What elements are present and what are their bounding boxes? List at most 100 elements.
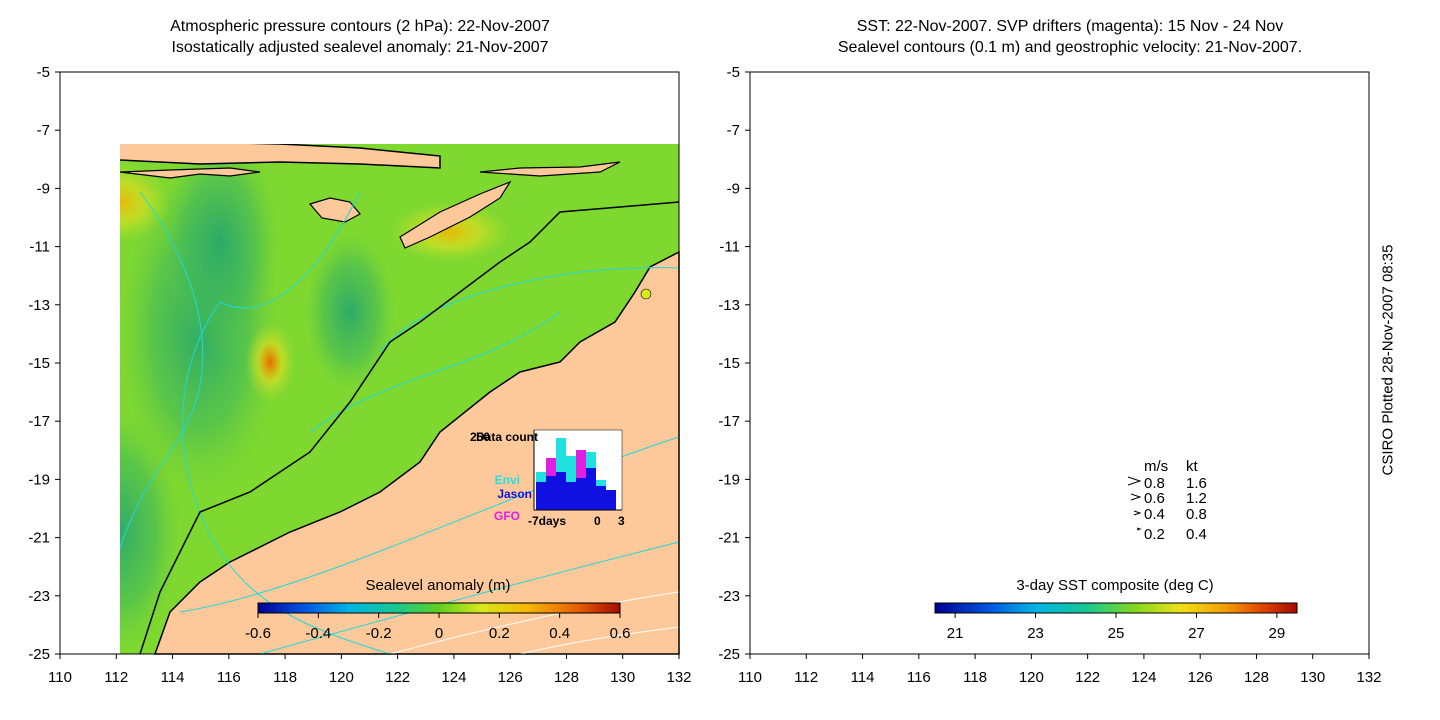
pressure-contour [519, 626, 680, 655]
velocity-arrow [1064, 450, 1068, 454]
velocity-arrow [893, 301, 896, 309]
velocity-arrow [1047, 451, 1050, 454]
velocity-arrow [962, 279, 964, 284]
velocity-arrow [979, 317, 982, 319]
velocity-arrow [973, 229, 979, 233]
velocity-arrow [758, 335, 760, 338]
velocity-arrow [960, 498, 963, 505]
velocity-arrow [877, 590, 879, 592]
velocity-arrow [1062, 279, 1064, 284]
velocity-arrow [1229, 335, 1234, 337]
velocity-arrow [806, 419, 809, 421]
flores-wetar-islands [1170, 162, 1310, 176]
velocity-arrow [910, 335, 912, 339]
velocity-arrow [1115, 403, 1117, 409]
velocity-arrow [809, 488, 812, 494]
shelf-break-contour [139, 201, 680, 655]
velocity-arrow [871, 335, 877, 338]
velocity-arrow [1268, 216, 1274, 218]
velocity-arrow [877, 539, 883, 541]
velocity-arrow [757, 420, 759, 427]
sla-high-anomaly [55, 572, 105, 632]
velocity-arrow [945, 209, 949, 216]
lon-tick-label: 132 [1356, 669, 1381, 686]
velocity-arrow [928, 283, 935, 285]
velocity-arrow [1047, 331, 1054, 335]
velocity-arrow [1149, 318, 1152, 323]
velocity-arrow [816, 335, 826, 338]
velocity-arrow [996, 331, 1004, 335]
velocity-arrow [775, 264, 783, 267]
velocity-arrow [1166, 198, 1172, 200]
velocity-arrow [1160, 403, 1166, 405]
velocity-arrow [961, 213, 963, 216]
velocity-arrow [911, 536, 918, 539]
velocity-arrow [823, 318, 826, 323]
velocity-arrow [1013, 433, 1021, 437]
histogram-xtick: -7days [528, 514, 566, 528]
velocity-arrow [1042, 277, 1047, 284]
velocity-arrow [1351, 196, 1353, 199]
lon-tick-label: 128 [1244, 669, 1269, 686]
velocity-arrow [996, 386, 999, 388]
velocity-arrow [962, 486, 964, 488]
lon-tick-label: 118 [273, 669, 297, 686]
velocity-legend-unit-kt: kt [1186, 458, 1199, 475]
velocity-arrow [1285, 215, 1289, 217]
flores-wetar-islands [479, 161, 621, 177]
velocity-arrow [996, 402, 1004, 405]
velocity-arrow [1098, 420, 1100, 422]
velocity-arrow [894, 233, 901, 236]
velocity-arrow [1147, 335, 1149, 341]
velocity-arrow [807, 471, 810, 479]
velocity-arrow [991, 213, 996, 216]
lat-tick-label: -9 [727, 180, 740, 197]
pressure-contour [379, 267, 680, 353]
velocity-arrow [775, 231, 778, 233]
velocity-arrow [876, 301, 878, 307]
velocity-arrow [1132, 318, 1135, 322]
velocity-arrow [1302, 197, 1306, 199]
velocity-arrow [1064, 435, 1066, 437]
velocity-arrow [843, 522, 846, 524]
left-map-panel [55, 144, 680, 655]
velocity-arrow [1060, 230, 1064, 233]
velocity-arrow [877, 471, 879, 476]
histogram-bar [596, 486, 606, 510]
velocity-arrow [962, 315, 971, 318]
sla-high-anomaly-core [258, 342, 282, 382]
velocity-arrow [786, 385, 792, 387]
lon-tick-label: 112 [104, 669, 128, 686]
velocity-arrow [1025, 265, 1030, 267]
velocity-arrow [910, 318, 912, 323]
velocity-arrow [979, 386, 987, 391]
velocity-arrow [1215, 301, 1217, 307]
lat-tick-label: -23 [28, 588, 50, 605]
velocity-arrow [979, 420, 983, 422]
lon-tick-label: 114 [161, 669, 185, 686]
velocity-arrow [996, 369, 1002, 371]
lat-tick-label: -5 [37, 64, 50, 81]
velocity-arrow [1095, 245, 1098, 250]
java-bali-islands [750, 140, 1130, 168]
lon-tick-label: 124 [441, 669, 466, 686]
velocity-arrow [820, 454, 826, 461]
velocity-arrow [944, 403, 946, 406]
velocity-arrow [1115, 300, 1119, 302]
velocity-arrow [826, 284, 830, 293]
velocity-arrow [877, 556, 883, 561]
velocity-arrow [1115, 229, 1117, 233]
velocity-arrow [1251, 284, 1253, 288]
velocity-arrow [1234, 267, 1236, 270]
velocity-arrow [1319, 195, 1323, 199]
velocity-arrow [871, 367, 877, 369]
sla-high-anomaly [390, 202, 510, 262]
velocity-arrow [758, 585, 766, 590]
velocity-arrow [962, 352, 967, 355]
lat-tick-label: -17 [28, 413, 50, 430]
velocity-arrow [1132, 196, 1136, 199]
velocity-arrow [1013, 385, 1021, 388]
velocity-arrow [1098, 335, 1104, 338]
pressure-contour [182, 191, 391, 655]
velocity-arrow [758, 535, 761, 539]
